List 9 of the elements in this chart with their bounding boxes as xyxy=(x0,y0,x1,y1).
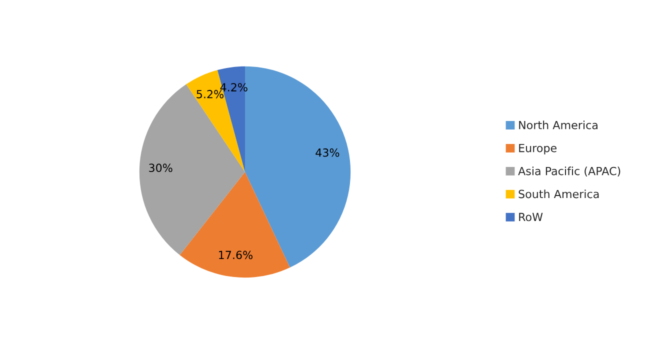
data-label: 17.6% xyxy=(219,250,252,260)
legend-label: Asia Pacific (APAC) xyxy=(518,166,620,177)
legend-label: Europe xyxy=(519,144,556,154)
data-label: 43% xyxy=(316,148,340,157)
data-label: 5.2% xyxy=(196,90,224,98)
legend-label: RoW xyxy=(519,212,543,222)
legend-label: South America xyxy=(518,190,599,198)
legend-label: North America xyxy=(519,120,598,130)
data-label: 30% xyxy=(149,164,172,172)
